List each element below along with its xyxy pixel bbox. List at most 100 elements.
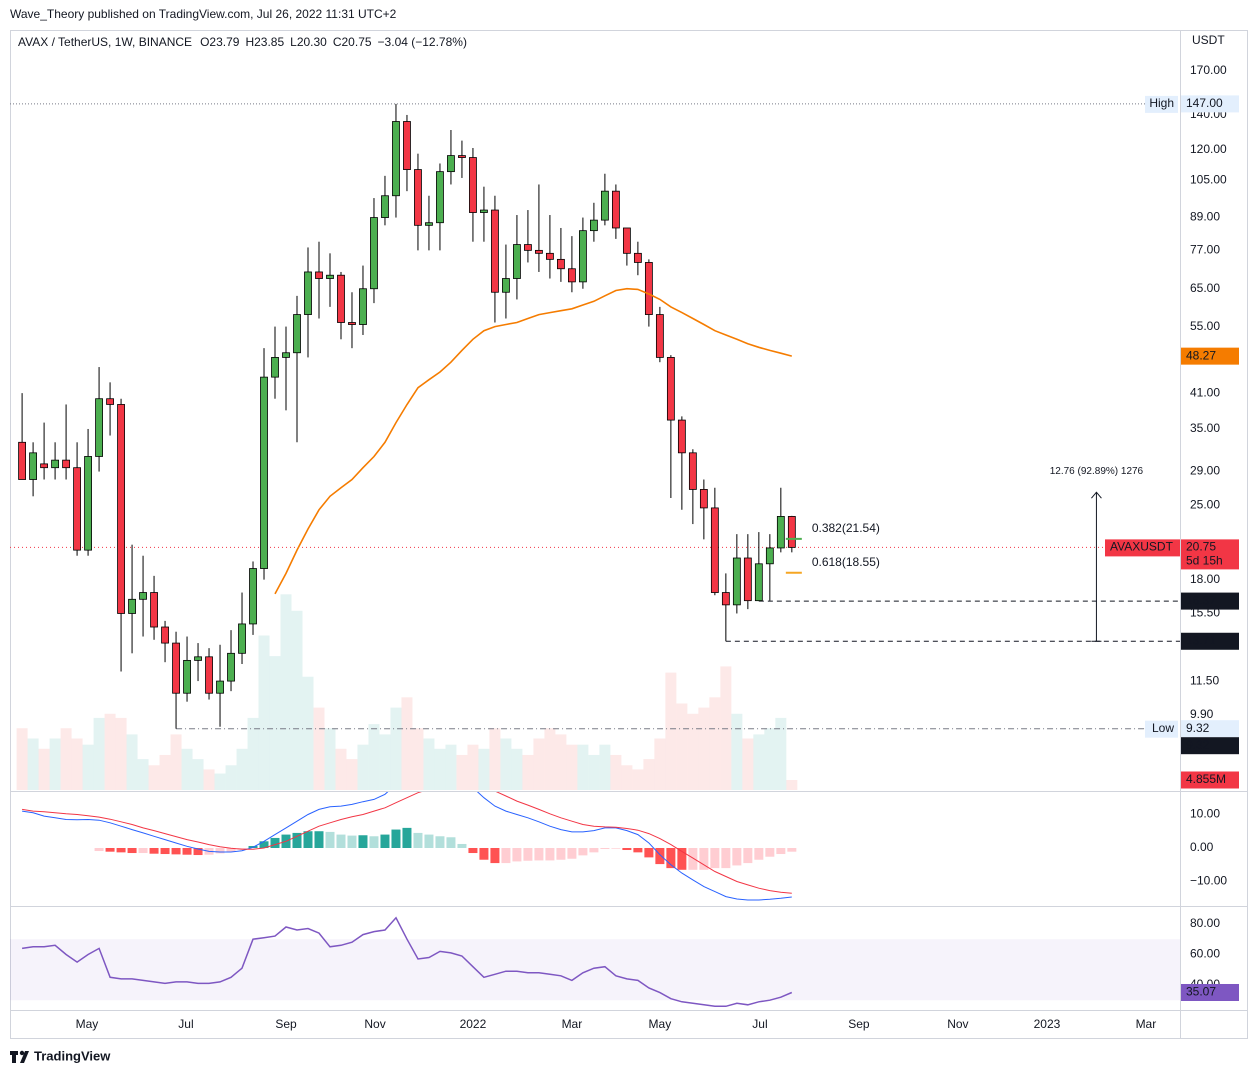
macd-histogram-bar xyxy=(215,847,225,854)
macd-histogram-bar xyxy=(182,847,192,855)
candle-body xyxy=(128,598,136,614)
candle-body xyxy=(480,209,488,213)
y-tick-label: 65.00 xyxy=(1190,281,1220,295)
volume-bar xyxy=(522,754,534,790)
x-tick-label: 2022 xyxy=(460,1017,487,1031)
volume-bar xyxy=(93,717,105,790)
ohlc-value: H23.85 xyxy=(245,35,284,49)
macd-histogram-bar xyxy=(512,847,522,862)
symbol-box xyxy=(1105,539,1180,557)
x-tick-label: Sep xyxy=(275,1017,297,1031)
candle-body xyxy=(216,680,224,694)
macd-histogram-bar xyxy=(688,847,698,870)
volume-bar xyxy=(38,748,50,790)
candle-body xyxy=(600,190,609,221)
volume-bar xyxy=(489,728,501,790)
brand-name: TradingView xyxy=(34,1048,111,1063)
volume-bar xyxy=(313,707,325,790)
macd-histogram-bar xyxy=(303,831,313,848)
macd-histogram-bar xyxy=(237,847,247,850)
volume-bar xyxy=(500,738,512,790)
candle-body xyxy=(666,357,675,421)
volume-bar xyxy=(434,748,446,790)
volume-bar xyxy=(126,734,138,790)
volume-bar xyxy=(775,717,787,790)
candle-body xyxy=(315,271,323,279)
macd-histogram-bar xyxy=(754,847,764,860)
marker-tag-label: High xyxy=(1149,96,1174,110)
macd-histogram-bar xyxy=(699,847,709,870)
macd-histogram-bar xyxy=(424,834,434,848)
candle-body xyxy=(458,155,466,158)
axis-layer: 170.00140.00120.00105.0089.0077.0065.005… xyxy=(76,63,1239,1031)
y-tick-label: 11.50 xyxy=(1190,673,1219,687)
volume-bar xyxy=(632,769,644,790)
x-tick-label: 2023 xyxy=(1034,1017,1061,1031)
price-box-label: 48.27 xyxy=(1186,348,1216,362)
volume-bar xyxy=(247,717,259,790)
rsi-tick-label: 80.00 xyxy=(1190,916,1220,930)
y-tick-label: 41.00 xyxy=(1190,385,1220,399)
y-tick-label: 18.00 xyxy=(1190,572,1220,586)
candle-body xyxy=(304,271,312,315)
macd-histogram-bar xyxy=(138,847,148,854)
volume-bar xyxy=(280,594,292,790)
candle-body xyxy=(381,195,389,218)
macd-histogram-bar xyxy=(314,831,324,848)
marker-tag-label: Low xyxy=(1152,721,1174,735)
macd-histogram-bar xyxy=(523,847,533,861)
candle-body xyxy=(754,563,763,602)
macd-histogram-bar xyxy=(600,847,610,850)
candle-body xyxy=(139,592,147,600)
macd-histogram-bar xyxy=(556,847,566,860)
candle-body xyxy=(557,258,565,270)
macd-histogram-bar xyxy=(501,847,511,864)
candle-body xyxy=(622,227,631,254)
legend-text: AVAX / TetherUS, 1W, BINANCE O23.79 H23.85… xyxy=(18,35,467,49)
volume-bar xyxy=(687,713,699,790)
volume-bar xyxy=(324,728,336,790)
chart-frame xyxy=(10,30,1248,1039)
macd-histogram-bar xyxy=(666,847,676,869)
candle-body xyxy=(205,656,213,694)
candle-body xyxy=(535,249,543,254)
macd-histogram-bar xyxy=(358,835,368,848)
volume-bar xyxy=(291,610,303,790)
macd-histogram-bar xyxy=(369,836,379,848)
macd-histogram-bar xyxy=(710,847,720,869)
volume-bar xyxy=(610,754,622,790)
candle-body xyxy=(447,155,455,173)
volume-bar xyxy=(423,738,435,790)
macd-histogram-bar xyxy=(776,847,786,855)
macd-histogram-bar xyxy=(149,847,159,854)
volume-bar xyxy=(170,734,182,790)
volume-bar xyxy=(148,765,160,790)
macd-histogram-bar xyxy=(721,847,731,869)
candle-body xyxy=(260,376,268,569)
macd-histogram-bar xyxy=(402,827,412,848)
rsi-layer xyxy=(10,916,1180,1008)
y-tick-label: 170.00 xyxy=(1190,63,1227,77)
candle-body xyxy=(710,507,719,593)
volume-bar xyxy=(566,744,578,790)
price-box-label: 35.07 xyxy=(1186,985,1216,999)
volume-bar xyxy=(71,738,83,790)
candle-body xyxy=(414,169,422,226)
volume-bar xyxy=(742,738,754,790)
symbol: AVAX / TetherUS, 1W, BINANCE xyxy=(18,35,192,49)
y-tick-label: 35.00 xyxy=(1190,421,1220,435)
volume-bar xyxy=(335,748,347,790)
price-box-label: 9.32 xyxy=(1186,721,1210,735)
candle-body xyxy=(611,190,620,229)
volume-bar xyxy=(269,656,281,790)
x-tick-label: Mar xyxy=(1136,1017,1157,1031)
currency: USDT xyxy=(1192,33,1225,47)
macd-histogram-bar xyxy=(743,847,753,864)
candle-body xyxy=(337,274,345,323)
price-box xyxy=(1181,983,1239,1001)
candle-body xyxy=(590,219,598,232)
candle-body xyxy=(436,171,444,224)
candle-body xyxy=(359,288,367,325)
macd-histogram-bar xyxy=(622,847,632,851)
macd-histogram-bar xyxy=(226,847,236,852)
